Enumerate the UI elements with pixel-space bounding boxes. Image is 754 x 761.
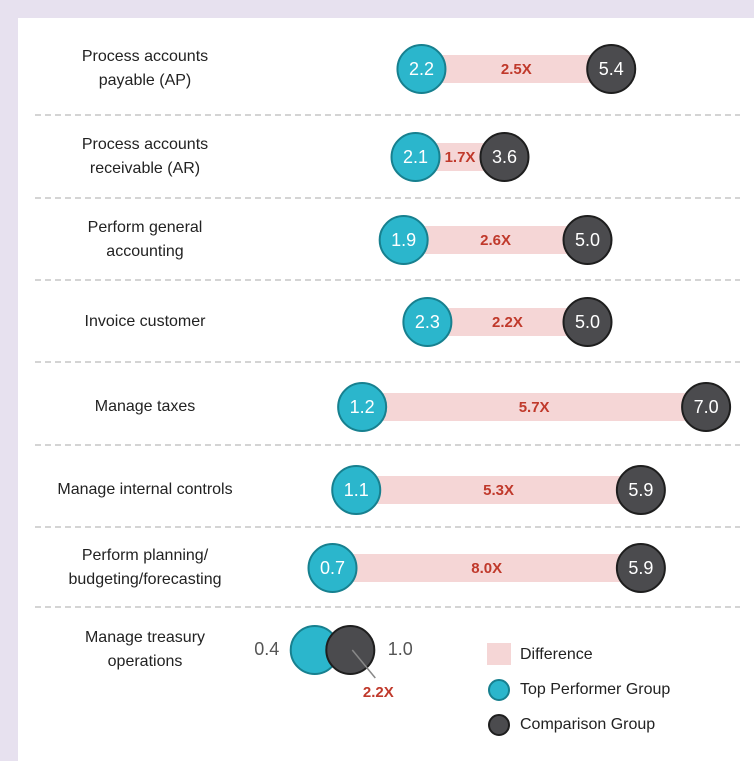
category-label: Process accounts xyxy=(82,136,208,153)
dot xyxy=(479,132,530,182)
dot xyxy=(562,215,613,265)
dot xyxy=(402,297,453,347)
value-label: 7.0 xyxy=(694,397,719,417)
difference-bar xyxy=(332,554,641,582)
dot xyxy=(390,132,441,182)
dot xyxy=(307,543,358,593)
dot xyxy=(681,382,732,432)
legend-label: Difference xyxy=(520,646,593,663)
value-label: 5.9 xyxy=(628,558,653,578)
dot xyxy=(396,44,447,94)
value-label: 1.1 xyxy=(344,480,369,500)
dot xyxy=(325,625,376,675)
category-label: Manage taxes xyxy=(95,398,196,415)
value-label: 1.0 xyxy=(388,639,413,659)
category-label: Manage treasury xyxy=(85,629,205,646)
value-label: 5.0 xyxy=(575,312,600,332)
value-label: 5.9 xyxy=(628,480,653,500)
ratio-label: 1.7X xyxy=(445,149,476,166)
dot xyxy=(615,543,666,593)
legend-label: Top Performer Group xyxy=(520,681,670,698)
value-label: 2.2 xyxy=(409,59,434,79)
value-label: 2.1 xyxy=(403,147,428,167)
category-label: receivable (AR) xyxy=(90,160,200,177)
difference-bar xyxy=(421,55,612,83)
legend-swatch xyxy=(488,679,510,701)
ratio-label: 8.0X xyxy=(471,560,502,577)
legend-swatch xyxy=(488,714,510,736)
difference-bar xyxy=(356,476,641,504)
category-label: Perform general xyxy=(88,219,203,236)
category-label: Manage internal controls xyxy=(57,481,232,498)
panel xyxy=(18,18,754,761)
dot xyxy=(562,297,613,347)
dot xyxy=(378,215,429,265)
ratio-label: 5.7X xyxy=(519,399,550,416)
category-label: Invoice customer xyxy=(85,313,207,330)
ratio-label: 5.3X xyxy=(483,482,514,499)
category-label: operations xyxy=(108,653,183,670)
dot xyxy=(331,465,382,515)
category-label: Perform planning/ xyxy=(82,547,209,564)
dot xyxy=(615,465,666,515)
value-label: 0.7 xyxy=(320,558,345,578)
ratio-label: 2.6X xyxy=(480,232,511,249)
difference-bar xyxy=(403,226,588,254)
value-label: 5.0 xyxy=(575,230,600,250)
value-label: 0.4 xyxy=(254,639,279,659)
ratio-label: 2.5X xyxy=(501,61,532,78)
ratio-label: 2.2X xyxy=(363,684,394,701)
dot xyxy=(586,44,637,94)
value-label: 3.6 xyxy=(492,147,517,167)
value-label: 1.9 xyxy=(391,230,416,250)
difference-bar xyxy=(362,393,707,421)
legend-label: Comparison Group xyxy=(520,716,655,733)
category-label: Process accounts xyxy=(82,48,208,65)
value-label: 1.2 xyxy=(350,397,375,417)
dot xyxy=(337,382,388,432)
value-label: 2.3 xyxy=(415,312,440,332)
value-label: 5.4 xyxy=(599,59,624,79)
category-label: payable (AP) xyxy=(99,72,192,89)
legend-swatch xyxy=(487,643,511,665)
difference-bar xyxy=(427,308,588,336)
ratio-label: 2.2X xyxy=(492,314,523,331)
category-label: accounting xyxy=(106,243,183,260)
category-label: budgeting/forecasting xyxy=(69,571,222,588)
leader-line xyxy=(351,649,376,679)
